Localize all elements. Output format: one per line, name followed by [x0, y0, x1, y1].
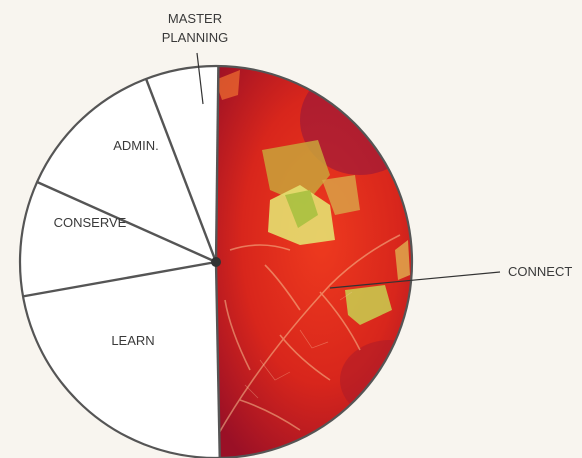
slice-label-connect: CONNECT: [508, 264, 572, 279]
pie-outline: [18, 64, 414, 458]
pie-divider: [144, 78, 218, 263]
pie-divider: [22, 260, 217, 298]
pie-slice-conserve: [20, 181, 216, 297]
pie-divider: [214, 65, 220, 263]
pie-slice-master-planning: [146, 65, 219, 263]
pie-slice-admin: [37, 78, 216, 263]
pie-divider: [36, 180, 217, 264]
leader-line-connect: [329, 271, 501, 289]
slice-label-learn: LEARN: [111, 333, 154, 348]
slice-label-conserve: CONSERVE: [54, 215, 127, 230]
pie-center-dot: [211, 257, 221, 267]
connect-slice-photo-texture: [216, 66, 413, 458]
leader-line-master-planning: [196, 52, 204, 105]
pie-divider: [214, 261, 221, 458]
pie-slice-learn: [23, 262, 220, 458]
slice-label-admin: ADMIN.: [113, 138, 159, 153]
slice-label-master-planning: MASTER PLANNING: [162, 11, 228, 45]
